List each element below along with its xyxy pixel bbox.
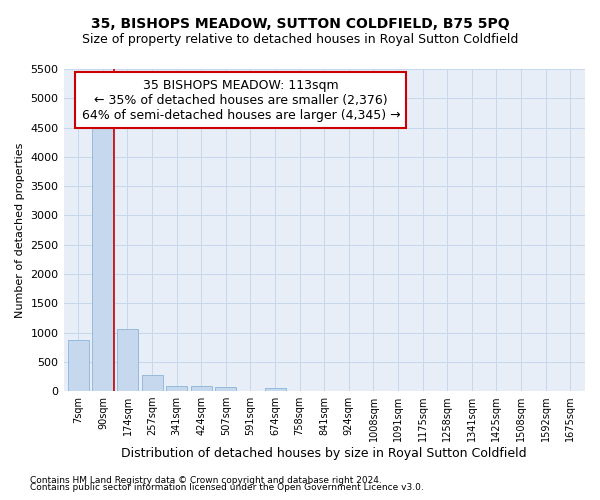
Bar [191, 386, 212, 391]
Bar [117, 329, 138, 391]
Text: 35, BISHOPS MEADOW, SUTTON COLDFIELD, B75 5PQ: 35, BISHOPS MEADOW, SUTTON COLDFIELD, B7… [91, 18, 509, 32]
Bar [215, 386, 236, 391]
Bar [142, 374, 163, 391]
X-axis label: Distribution of detached houses by size in Royal Sutton Coldfield: Distribution of detached houses by size … [121, 447, 527, 460]
Bar [265, 388, 286, 391]
Text: Size of property relative to detached houses in Royal Sutton Coldfield: Size of property relative to detached ho… [82, 32, 518, 46]
Bar [166, 386, 187, 391]
Bar [92, 128, 113, 391]
Text: Contains public sector information licensed under the Open Government Licence v3: Contains public sector information licen… [30, 484, 424, 492]
Bar [68, 340, 89, 391]
Text: Contains HM Land Registry data © Crown copyright and database right 2024.: Contains HM Land Registry data © Crown c… [30, 476, 382, 485]
Y-axis label: Number of detached properties: Number of detached properties [15, 142, 25, 318]
Text: 35 BISHOPS MEADOW: 113sqm
← 35% of detached houses are smaller (2,376)
64% of se: 35 BISHOPS MEADOW: 113sqm ← 35% of detac… [82, 78, 400, 122]
